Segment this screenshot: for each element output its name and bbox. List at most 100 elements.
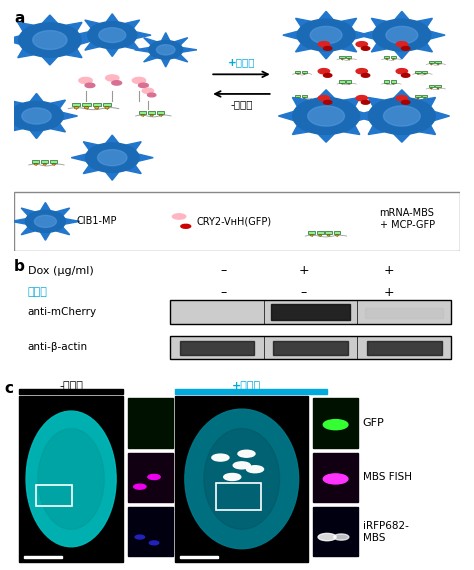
Bar [301,71,307,73]
Polygon shape [419,125,436,135]
Polygon shape [126,165,141,174]
Polygon shape [319,11,333,20]
Circle shape [150,114,153,116]
Polygon shape [18,22,34,31]
Bar [317,231,324,234]
Circle shape [323,420,348,430]
Ellipse shape [138,83,148,88]
Polygon shape [40,202,50,211]
Polygon shape [80,36,95,44]
Circle shape [22,108,51,124]
Text: -청색광: -청색광 [59,381,83,391]
Text: -청색광: -청색광 [230,99,253,109]
Circle shape [417,97,419,99]
Text: MBS FISH: MBS FISH [363,473,411,482]
Bar [41,160,48,163]
Polygon shape [395,11,409,20]
Bar [367,341,441,355]
Circle shape [424,73,426,74]
Polygon shape [50,124,65,132]
Bar [273,341,348,355]
Circle shape [392,83,394,84]
Bar [82,103,91,106]
Circle shape [341,83,343,84]
Bar [32,160,39,163]
Polygon shape [0,112,10,120]
Polygon shape [292,97,309,107]
Bar [72,103,81,106]
Polygon shape [343,125,360,135]
Bar [170,336,451,360]
Bar [271,304,350,320]
Ellipse shape [356,96,367,101]
Polygon shape [358,112,374,120]
Circle shape [417,73,419,74]
Circle shape [386,83,388,84]
Bar [50,160,57,163]
Polygon shape [21,227,35,235]
Polygon shape [292,125,309,135]
Polygon shape [283,31,298,39]
Polygon shape [40,232,50,241]
Text: anti-mCherry: anti-mCherry [27,307,97,316]
Bar [384,80,390,83]
Polygon shape [30,130,43,139]
Bar [295,71,301,73]
Polygon shape [18,49,34,58]
Bar [346,80,352,83]
Bar [128,398,173,448]
Polygon shape [55,227,70,235]
Bar [170,300,451,324]
Ellipse shape [324,47,332,50]
Bar [415,71,420,73]
Bar [339,105,345,107]
Polygon shape [125,42,140,50]
Circle shape [297,97,299,99]
Polygon shape [71,154,86,161]
Ellipse shape [132,78,146,84]
Circle shape [98,149,127,166]
Polygon shape [393,89,410,98]
Polygon shape [21,208,35,216]
Circle shape [10,101,63,131]
Polygon shape [318,134,334,142]
Circle shape [105,107,109,109]
Bar [428,86,434,88]
Text: +: + [299,264,309,278]
Circle shape [424,97,426,99]
Bar [216,483,261,510]
Circle shape [437,63,439,64]
Circle shape [303,73,305,74]
Bar [334,231,340,234]
Bar [36,484,72,506]
Polygon shape [341,43,356,52]
Bar [175,396,308,562]
Text: 청색광: 청색광 [27,287,47,298]
Ellipse shape [361,74,370,78]
Circle shape [88,22,137,48]
Ellipse shape [142,88,154,93]
Circle shape [26,210,65,233]
Bar [24,556,62,559]
Polygon shape [319,51,333,59]
Circle shape [327,234,330,236]
Circle shape [159,114,163,116]
Bar [435,61,441,63]
Polygon shape [296,43,311,52]
Polygon shape [368,97,385,107]
Circle shape [99,28,126,43]
Polygon shape [136,32,151,38]
Polygon shape [144,55,157,62]
Bar [365,308,443,317]
Bar [157,111,164,114]
Bar [92,103,101,106]
Polygon shape [419,97,436,107]
Bar [103,103,111,106]
Polygon shape [106,14,118,22]
Polygon shape [63,112,77,120]
Circle shape [373,19,431,51]
Text: –: – [220,264,227,278]
Ellipse shape [318,96,329,101]
Polygon shape [359,31,374,39]
Circle shape [318,534,336,541]
